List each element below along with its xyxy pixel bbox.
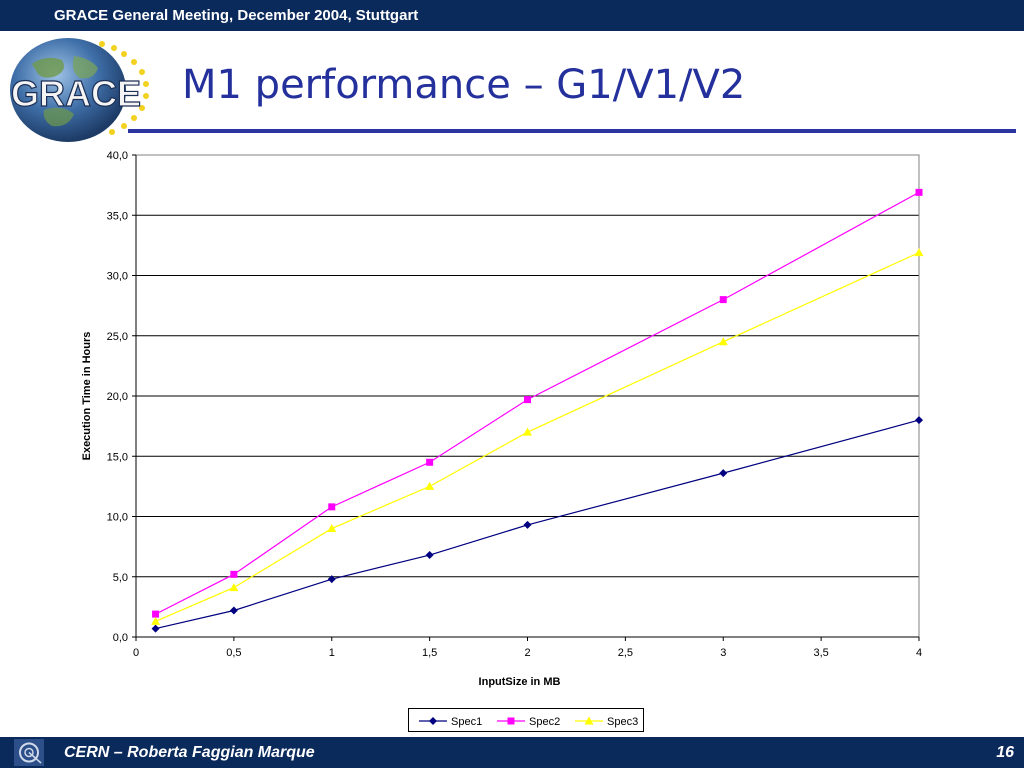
data-point-spec3 [425, 481, 435, 490]
svg-text:GRACE: GRACE [11, 73, 141, 114]
series-layer [151, 188, 924, 633]
data-point-spec3 [914, 248, 924, 257]
x-tick-label: 4 [916, 647, 922, 659]
globe-stars-logo-icon: GRACE [10, 38, 149, 142]
y-tick-label: 20,0 [107, 391, 128, 403]
footer-author: CERN – Roberta Faggian Marque [64, 744, 315, 761]
y-tick-label: 15,0 [107, 451, 128, 463]
grid-lines [136, 154, 919, 638]
data-point-spec3 [151, 616, 161, 625]
cern-logo-icon [14, 739, 44, 766]
legend-label-spec1: Spec1 [451, 716, 482, 728]
legend-marker-spec3 [584, 716, 594, 725]
data-point-spec3 [327, 524, 337, 533]
legend-label-spec3: Spec3 [607, 716, 638, 728]
y-tick-label: 30,0 [107, 271, 128, 283]
x-tick-label: 3,5 [813, 647, 828, 659]
data-point-spec1 [523, 520, 532, 529]
data-point-spec1 [151, 624, 160, 633]
y-tick-label: 5,0 [113, 572, 128, 584]
x-tick-label: 2 [524, 647, 530, 659]
y-axis-label: Execution Time in Hours [81, 332, 93, 461]
data-point-spec2 [719, 296, 727, 304]
meeting-title: GRACE General Meeting, December 2004, St… [54, 7, 419, 24]
data-point-spec3 [718, 337, 728, 346]
line-chart: 0,0 5,0 10,0 15,0 20,0 25,0 30,0 35,0 40,0 0 0,5 1 1… [81, 150, 924, 688]
data-point-spec1 [229, 606, 238, 615]
data-point-spec2 [524, 396, 531, 404]
legend-marker-spec2 [507, 717, 515, 725]
y-tick-label: 25,0 [107, 331, 128, 343]
slide-title: M1 performance – G1/V1/V2 [182, 62, 746, 108]
x-tick-label: 1 [329, 647, 335, 659]
series-line-spec2 [155, 191, 920, 615]
x-tick-label: 0 [133, 647, 139, 659]
data-point-spec2 [152, 610, 160, 618]
y-tick-label: 35,0 [107, 210, 128, 222]
series-line-spec1 [155, 419, 920, 630]
axes: 0,0 5,0 10,0 15,0 20,0 25,0 30,0 35,0 40,0 0 0,5 1 1… [107, 150, 922, 659]
footer-bar [0, 737, 1024, 768]
data-point-spec2 [230, 570, 238, 578]
legend-entries: Spec1 Spec2 Spec3 [419, 716, 638, 728]
y-tick-label: 0,0 [113, 632, 128, 644]
y-tick-label: 40,0 [107, 150, 128, 162]
x-tick-label: 1,5 [422, 647, 437, 659]
series-line-spec3 [155, 252, 920, 622]
data-point-spec2 [328, 503, 336, 511]
data-point-spec1 [915, 416, 923, 425]
data-point-spec1 [327, 575, 336, 584]
x-tick-label: 3 [720, 647, 726, 659]
data-point-spec3 [523, 427, 532, 436]
y-tick-label: 10,0 [107, 512, 128, 524]
data-point-spec1 [425, 551, 434, 560]
x-tick-label: 0,5 [226, 647, 241, 659]
page-number: 16 [996, 744, 1014, 761]
header-bar: GRACE General Meeting, December 2004, St… [0, 0, 1024, 31]
x-axis-label: InputSize in MB [479, 676, 561, 688]
title-divider [128, 129, 1016, 133]
legend-marker-spec1 [429, 717, 437, 725]
data-point-spec1 [719, 469, 728, 478]
x-tick-label: 2,5 [618, 647, 633, 659]
chart-legend: Spec1 Spec2 Spec3 [408, 708, 644, 732]
data-point-spec2 [915, 188, 923, 196]
data-point-spec2 [426, 458, 434, 466]
data-point-spec3 [229, 583, 239, 592]
legend-label-spec2: Spec2 [529, 716, 560, 728]
